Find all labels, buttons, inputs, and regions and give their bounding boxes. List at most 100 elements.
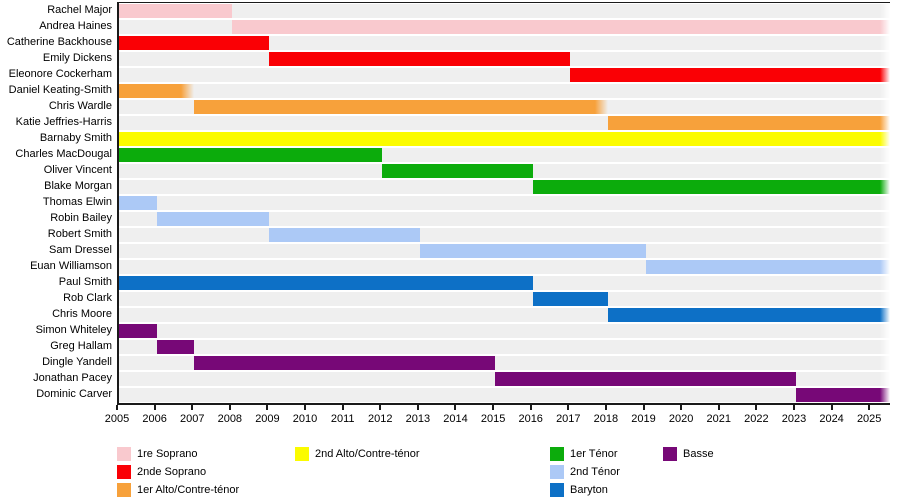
tenure-bar <box>119 148 383 162</box>
axis-tick-label: 2008 <box>217 413 243 425</box>
axis-tick-label: 2014 <box>443 413 468 425</box>
axis-tick-label: 2020 <box>668 413 694 425</box>
member-name: Euan Williamson <box>30 260 112 272</box>
member-name: Sam Dressel <box>49 244 112 256</box>
axis-tick-label: 2023 <box>781 413 807 425</box>
axis-tick <box>153 405 156 410</box>
axis-tick <box>492 405 495 410</box>
member-track <box>119 388 890 402</box>
member-name: Andrea Haines <box>39 20 112 32</box>
tenure-bar <box>119 276 533 290</box>
member-track <box>119 244 890 258</box>
x-axis: 2005 2006 2007 2008 2009 2010 2011 2012 2013 2014… <box>0 405 900 435</box>
tenure-bar <box>495 372 796 386</box>
member-track <box>119 276 890 290</box>
member-name: Daniel Keating-Smith <box>8 84 112 96</box>
tenure-bar <box>382 164 533 178</box>
axis-tick <box>604 405 607 410</box>
member-track <box>119 228 890 242</box>
legend-swatch <box>117 447 131 461</box>
legend-swatch <box>550 483 564 497</box>
member-name: Jonathan Pacey <box>33 372 112 384</box>
legend-swatch <box>550 447 564 461</box>
legend-label: 2nde Soprano <box>137 466 207 478</box>
member-name: Simon Whiteley <box>35 324 112 336</box>
tenure-bar <box>795 388 890 402</box>
member-track <box>119 100 890 114</box>
legend-label: Basse <box>683 448 714 460</box>
legend-swatch <box>663 447 677 461</box>
member-track <box>119 372 890 386</box>
axis-tick-label: 2009 <box>255 413 280 425</box>
member-track <box>119 116 890 130</box>
legend-swatch <box>117 465 131 479</box>
axis-tick-label: 2006 <box>142 413 167 425</box>
member-track <box>119 36 890 50</box>
axis-tick <box>529 405 532 410</box>
axis-tick-label: 2012 <box>368 413 393 425</box>
member-name: Charles MacDougal <box>15 148 112 160</box>
legend-label: Baryton <box>570 484 608 496</box>
axis-tick <box>567 405 570 410</box>
legend-label: 1er Ténor <box>570 448 618 460</box>
axis-tick-label: 2007 <box>179 413 205 425</box>
member-track <box>119 52 890 66</box>
member-name: Emily Dickens <box>42 52 112 64</box>
axis-tick <box>830 405 833 410</box>
member-track <box>119 292 890 306</box>
tenure-bar <box>119 84 195 98</box>
axis-tick-label: 2017 <box>556 413 581 425</box>
tenure-bar <box>156 212 270 226</box>
axis-tick <box>266 405 269 410</box>
plot-area <box>117 2 890 405</box>
member-name: Dingle Yandell <box>42 356 112 368</box>
member-track <box>119 356 890 370</box>
legend-label: 2nd Alto/Contre-ténor <box>315 448 420 460</box>
tenure-bar <box>119 196 157 210</box>
tenure-bar <box>269 228 420 242</box>
member-name: Rachel Major <box>47 4 112 16</box>
axis-tick-label: 2016 <box>518 413 543 425</box>
axis-tick-label: 2021 <box>706 413 731 425</box>
member-name: Eleonore Cockerham <box>8 68 112 80</box>
tenure-bar <box>231 20 890 34</box>
axis-tick <box>717 405 720 410</box>
axis-tick-label: 2019 <box>631 413 656 425</box>
tenure-bar <box>156 340 195 354</box>
legend-label: 2nd Ténor <box>570 466 620 478</box>
member-name: Paul Smith <box>58 276 112 288</box>
axis-tick <box>454 405 457 410</box>
legend-swatch <box>117 483 131 497</box>
tenure-bar <box>607 116 890 130</box>
axis-tick <box>755 405 758 410</box>
axis-tick <box>792 405 795 410</box>
tenure-bar <box>419 244 646 258</box>
tenure-bar <box>532 292 608 306</box>
member-name: Barnaby Smith <box>39 132 112 144</box>
axis-tick <box>868 405 871 410</box>
member-name: Rob Clark <box>63 292 112 304</box>
axis-tick <box>680 405 683 410</box>
tenure-bar <box>119 132 890 146</box>
tenure-bar <box>269 52 571 66</box>
member-name: Thomas Elwin <box>42 196 112 208</box>
member-track <box>119 68 890 82</box>
tenure-bar <box>194 356 496 370</box>
member-track <box>119 212 890 226</box>
axis-tick-label: 2024 <box>819 413 844 425</box>
member-track <box>119 164 890 178</box>
legend-swatch <box>550 465 564 479</box>
legend-label: 1er Alto/Contre-ténor <box>137 484 240 496</box>
member-track <box>119 260 890 274</box>
axis-tick <box>304 405 307 410</box>
axis-tick <box>341 405 344 410</box>
axis-tick <box>642 405 645 410</box>
member-track <box>119 4 890 18</box>
member-name: Dominic Carver <box>36 388 112 400</box>
member-track <box>119 308 890 322</box>
tenure-bar <box>532 180 890 194</box>
member-name: Robert Smith <box>47 228 112 240</box>
tenure-bar <box>119 36 270 50</box>
tenure-bar <box>607 308 890 322</box>
